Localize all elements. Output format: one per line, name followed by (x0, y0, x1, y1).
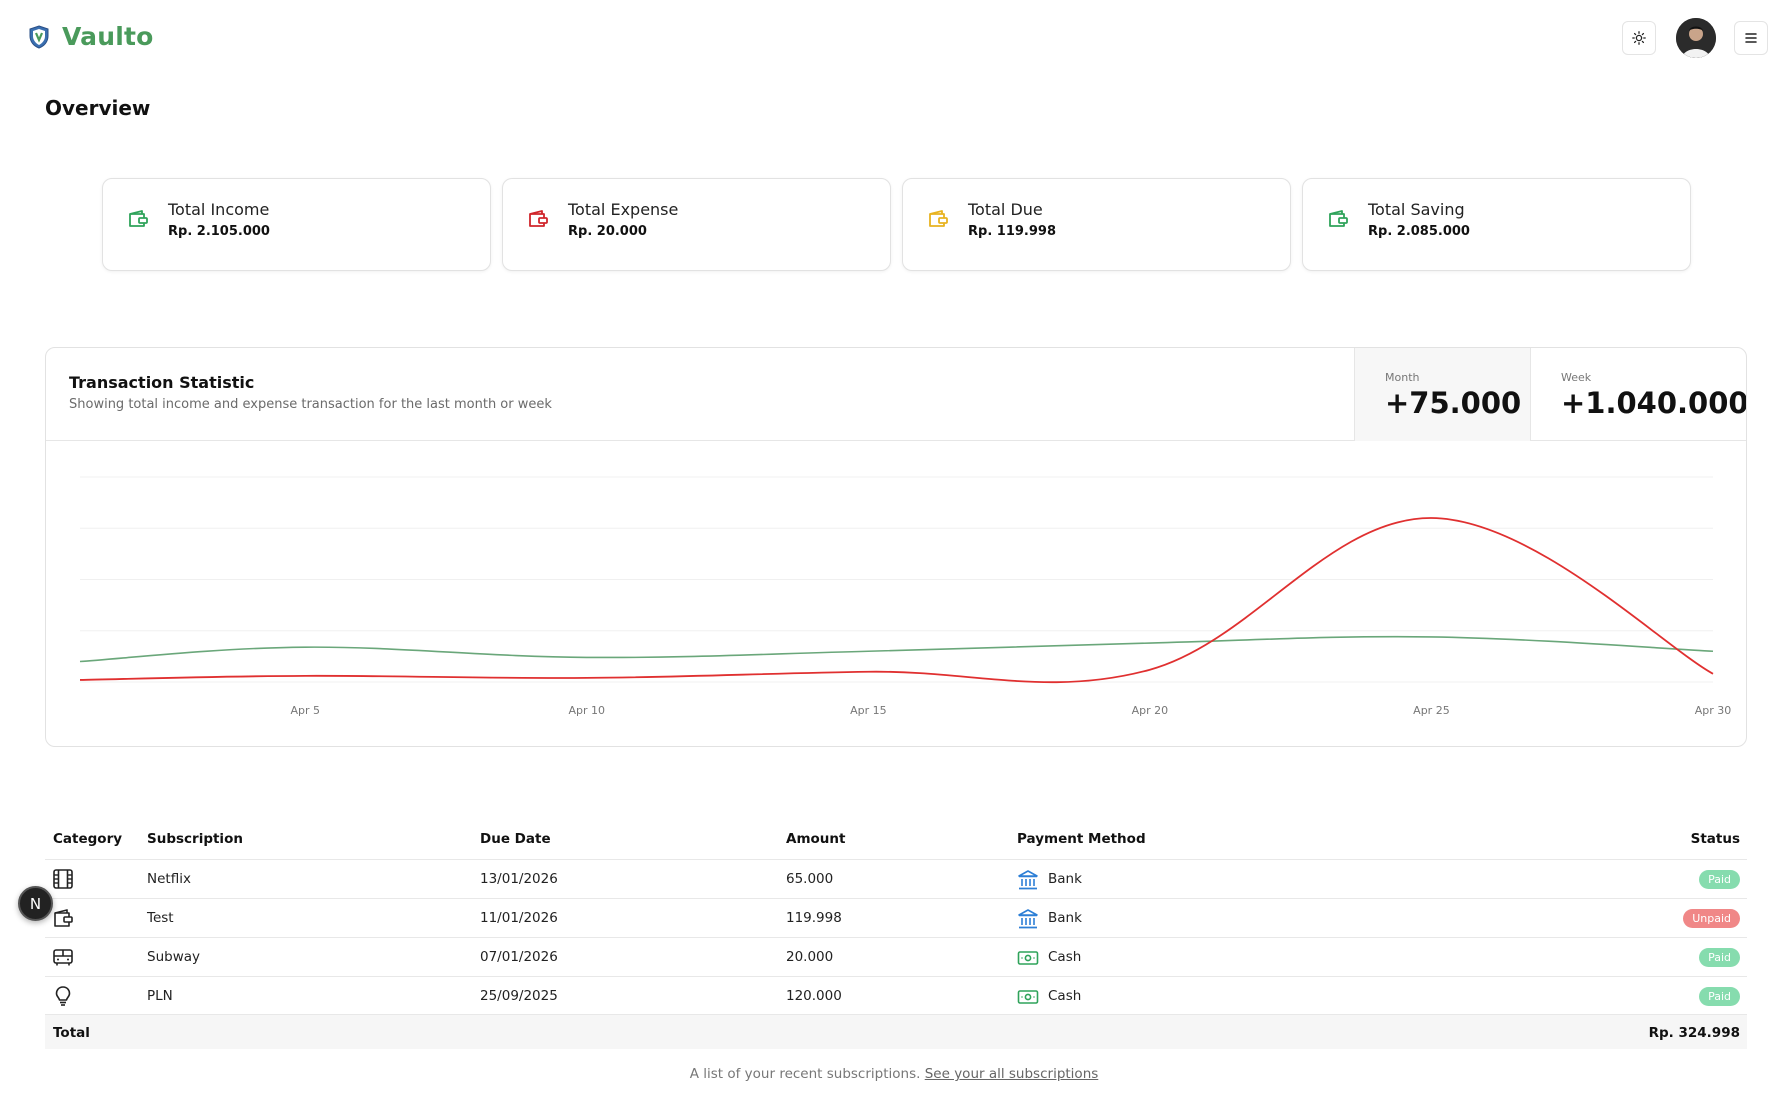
status-badge: Unpaid (1683, 909, 1740, 928)
card-value: Rp. 119.998 (968, 224, 1056, 239)
table-caption: A list of your recent subscriptions. See… (0, 1066, 1788, 1082)
page-title: Overview (45, 96, 151, 120)
user-avatar[interactable] (1676, 18, 1716, 58)
amount: 119.998 (786, 910, 842, 926)
card-label: Total Due (968, 200, 1043, 219)
see-all-subscriptions-link[interactable]: See your all subscriptions (924, 1066, 1099, 1082)
month-toggle[interactable]: Month +75.000 (1354, 348, 1530, 441)
series-line-2 (79, 517, 1714, 684)
wallet-icon (929, 210, 948, 227)
x-tick-label: Apr 20 (1132, 704, 1169, 717)
card-label: Total Income (168, 200, 270, 219)
table-row[interactable]: Netflix 13/01/2026 65.000 Bank Paid (45, 859, 1747, 898)
cash-icon (1017, 951, 1039, 965)
avatar-image (1676, 18, 1716, 58)
header-amount: Amount (786, 831, 846, 847)
shield-icon (29, 24, 49, 49)
month-value: +75.000 (1385, 386, 1522, 420)
bus-icon (53, 949, 73, 966)
menu-button[interactable] (1734, 21, 1768, 55)
card-value: Rp. 2.105.000 (168, 224, 270, 239)
header-payment-method: Payment Method (1017, 831, 1146, 847)
due-date: 25/09/2025 (480, 988, 558, 1004)
card-label: Total Saving (1368, 200, 1465, 219)
card-total-income: Total Income Rp. 2.105.000 (102, 178, 491, 271)
sun-icon (1632, 31, 1646, 45)
x-tick-label: Apr 10 (569, 704, 606, 717)
bank-icon (1018, 909, 1038, 929)
x-tick-label: Apr 15 (850, 704, 887, 717)
caption-text: A list of your recent subscriptions. (689, 1066, 921, 1082)
wallet-icon (529, 210, 548, 227)
payment-method: Cash (1048, 949, 1082, 965)
week-label: Week (1561, 371, 1592, 384)
hamburger-icon (1745, 33, 1757, 43)
due-date: 11/01/2026 (480, 910, 558, 926)
subscription-name: Subway (147, 949, 200, 965)
cash-icon (1017, 990, 1039, 1004)
payment-method: Bank (1048, 871, 1082, 887)
month-label: Month (1385, 371, 1420, 384)
series-line-1 (79, 635, 1714, 663)
x-tick-label: Apr 30 (1695, 704, 1732, 717)
header-subscription: Subscription (147, 831, 243, 847)
due-date: 07/01/2026 (480, 949, 558, 965)
transaction-line-chart: Apr 5 Apr 10 Apr 15 Apr 20 Apr 25 Apr 30 (79, 476, 1732, 717)
x-tick-label: Apr 5 (290, 704, 320, 717)
header-category: Category (53, 831, 123, 847)
film-icon (53, 869, 73, 889)
payment-method: Cash (1048, 988, 1082, 1004)
app-name: Vaulto (62, 22, 154, 51)
card-value: Rp. 20.000 (568, 224, 647, 239)
subscription-name: Netflix (147, 871, 191, 887)
statistic-header: Transaction Statistic Showing total inco… (46, 348, 1746, 441)
lightbulb-icon (55, 986, 71, 1006)
status-badge: Paid (1699, 870, 1740, 889)
amount: 20.000 (786, 949, 834, 965)
table-total-row: Total Rp. 324.998 (45, 1014, 1747, 1049)
amount: 65.000 (786, 871, 834, 887)
due-date: 13/01/2026 (480, 871, 558, 887)
table-row[interactable]: Test 11/01/2026 119.998 Bank Unpaid (45, 898, 1747, 937)
statistic-title: Transaction Statistic (69, 373, 255, 392)
subscription-name: PLN (147, 988, 173, 1004)
status-badge: Paid (1699, 987, 1740, 1006)
wallet-icon (54, 909, 73, 927)
app-header: Vaulto (0, 0, 1788, 74)
wallet-icon (1329, 210, 1348, 227)
card-total-due: Total Due Rp. 119.998 (902, 178, 1291, 271)
table-row[interactable]: Subway 07/01/2026 20.000 Cash Paid (45, 937, 1747, 976)
card-label: Total Expense (568, 200, 679, 219)
week-toggle[interactable]: Week +1.040.000 (1530, 348, 1747, 441)
table-row[interactable]: PLN 25/09/2025 120.000 Cash Paid (45, 976, 1747, 1015)
theme-toggle-button[interactable] (1622, 21, 1656, 55)
transaction-statistic-panel: Transaction Statistic Showing total inco… (45, 347, 1747, 747)
subscription-name: Test (147, 910, 174, 926)
payment-method: Bank (1048, 910, 1082, 926)
dev-tools-badge[interactable]: N (18, 886, 53, 921)
wallet-icon (129, 210, 148, 227)
total-label: Total (53, 1025, 90, 1041)
card-value: Rp. 2.085.000 (1368, 224, 1470, 239)
card-total-expense: Total Expense Rp. 20.000 (502, 178, 891, 271)
app-logo[interactable]: Vaulto (28, 22, 154, 51)
status-badge: Paid (1699, 948, 1740, 967)
total-value: Rp. 324.998 (1648, 1025, 1740, 1041)
amount: 120.000 (786, 988, 842, 1004)
card-total-saving: Total Saving Rp. 2.085.000 (1302, 178, 1691, 271)
header-status: Status (1690, 831, 1740, 847)
header-due-date: Due Date (480, 831, 551, 847)
week-value: +1.040.000 (1561, 386, 1747, 420)
bank-icon (1018, 870, 1038, 890)
statistic-subtitle: Showing total income and expense transac… (69, 397, 552, 412)
x-tick-label: Apr 25 (1413, 704, 1450, 717)
